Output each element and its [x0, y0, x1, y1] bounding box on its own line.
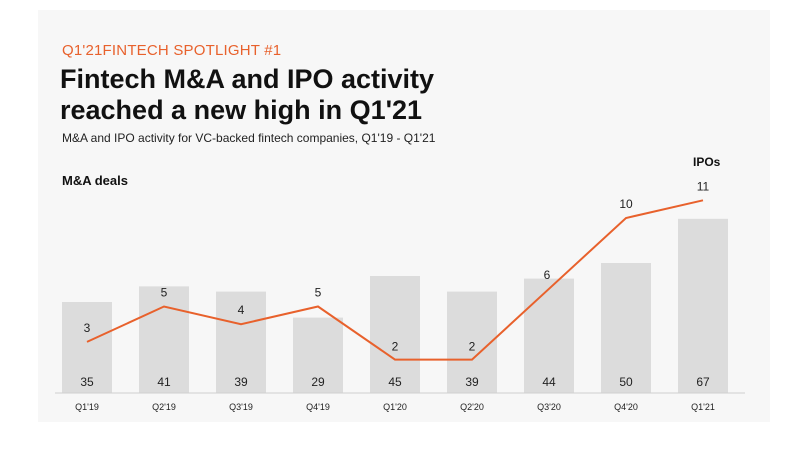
ipo-value-label-3: 4: [238, 303, 245, 317]
series-label-ma-deals: M&A deals: [62, 173, 128, 188]
bar-6: [447, 291, 497, 393]
x-tick-label-8: Q4'20: [614, 402, 638, 412]
ipo-value-label-1: 3: [84, 321, 91, 335]
x-tick-label-1: Q1'19: [75, 402, 99, 412]
bar-value-label-9: 67: [696, 375, 710, 389]
bar-9: [678, 218, 728, 393]
bar-value-label-3: 39: [234, 375, 248, 389]
chart-title: Fintech M&A and IPO activity reached a n…: [60, 64, 620, 126]
x-tick-label-6: Q2'20: [460, 402, 484, 412]
bar-value-label-6: 39: [465, 375, 479, 389]
x-tick-label-9: Q1'21: [691, 402, 715, 412]
x-tick-label-2: Q2'19: [152, 402, 176, 412]
bar-5: [370, 276, 420, 393]
bar-value-label-2: 41: [157, 375, 171, 389]
ipo-value-label-7: 6: [544, 268, 551, 282]
bar-value-label-4: 29: [311, 375, 325, 389]
ipo-value-label-5: 2: [392, 340, 399, 354]
x-tick-label-7: Q3'20: [537, 402, 561, 412]
bar-value-label-1: 35: [80, 375, 94, 389]
bar-2: [139, 286, 189, 393]
chart-title-line-1: Fintech M&A and IPO activity: [60, 64, 435, 94]
ipo-line: [86, 199, 704, 361]
chart-title-line-2: reached a new high in Q1'21: [60, 95, 423, 125]
bar-8: [601, 263, 651, 393]
ipo-value-label-8: 10: [619, 197, 633, 211]
ipo-value-label-6: 2: [469, 340, 476, 354]
bar-1: [62, 302, 112, 393]
x-tick-label-4: Q4'19: [306, 402, 330, 412]
chart-subtitle: M&A and IPO activity for VC-backed finte…: [62, 131, 436, 145]
bar-value-label-8: 50: [619, 375, 633, 389]
x-tick-label-5: Q1'20: [383, 402, 407, 412]
ipo-value-label-2: 5: [161, 286, 168, 300]
bar-7: [524, 278, 574, 393]
chart-kicker: Q1'21FINTECH SPOTLIGHT #1: [62, 42, 282, 59]
ipo-value-label-9: 11: [697, 179, 710, 193]
bar-3: [216, 291, 266, 393]
ipo-value-label-4: 5: [315, 286, 322, 300]
bar-value-label-7: 44: [542, 375, 556, 389]
x-tick-label-3: Q3'19: [229, 402, 253, 412]
bar-value-label-5: 45: [388, 375, 402, 389]
series-label-ipos: IPOs: [693, 155, 721, 169]
bar-4: [293, 317, 343, 393]
